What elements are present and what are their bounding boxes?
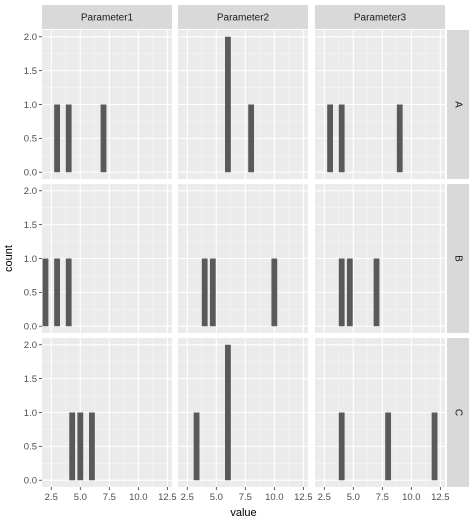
- x-tick-label: 5.0: [347, 492, 360, 503]
- histogram-bar: [271, 258, 278, 327]
- x-tick-label: 12.5: [431, 492, 450, 503]
- x-tick-label: 10.0: [265, 492, 284, 503]
- y-tick-label: 0.0: [24, 168, 37, 179]
- histogram-bar: [338, 412, 345, 481]
- histogram-bar: [65, 104, 72, 173]
- x-tick-label: 10.0: [129, 492, 148, 503]
- y-tick-label: 0.0: [24, 476, 37, 487]
- y-axis-title: count: [3, 245, 15, 272]
- y-tick-label: 2.0: [24, 186, 37, 197]
- histogram-bar: [209, 258, 216, 327]
- histogram-bar: [327, 104, 333, 173]
- y-tick-label: 1.5: [24, 220, 37, 231]
- column-strip-label: Parameter1: [81, 13, 134, 24]
- histogram-bar: [54, 104, 60, 173]
- histogram-bar: [385, 412, 392, 481]
- histogram-bar: [338, 258, 345, 327]
- y-tick-label: 1.0: [24, 100, 37, 111]
- y-tick-label: 2.0: [24, 340, 37, 351]
- histogram-bar: [396, 104, 403, 173]
- x-tick-label: 5.0: [210, 492, 223, 503]
- x-tick-label: 2.5: [318, 492, 331, 503]
- histogram-bar: [42, 258, 49, 327]
- y-tick-label: 0.5: [24, 288, 37, 299]
- x-tick-label: 12.5: [294, 492, 313, 503]
- column-strip: [315, 5, 445, 29]
- histogram-bar: [77, 412, 84, 481]
- x-tick-label: 7.5: [239, 492, 252, 503]
- x-tick-label: 2.5: [45, 492, 58, 503]
- histogram-bar: [201, 258, 208, 327]
- histogram-bar: [431, 412, 438, 481]
- column-strip-label: Parameter2: [217, 13, 270, 24]
- x-tick-label: 12.5: [158, 492, 177, 503]
- column-strip: [42, 5, 172, 29]
- histogram-bar: [54, 258, 60, 327]
- histogram-bar: [89, 412, 95, 481]
- x-tick-label: 7.5: [376, 492, 389, 503]
- histogram-bar: [225, 36, 231, 173]
- y-tick-label: 1.5: [24, 66, 37, 77]
- histogram-bar: [346, 258, 353, 327]
- histogram-bar: [193, 412, 200, 481]
- y-tick-label: 1.0: [24, 254, 37, 265]
- column-strip-label: Parameter3: [354, 13, 407, 24]
- histogram-bar: [248, 104, 255, 173]
- histogram-bar: [69, 412, 76, 481]
- row-strip-label: A: [452, 101, 463, 108]
- row-strip: [447, 30, 469, 179]
- y-tick-label: 0.5: [24, 442, 37, 453]
- y-tick-label: 1.5: [24, 374, 37, 385]
- row-strip-label: B: [452, 255, 463, 262]
- row-strip-label: C: [452, 409, 463, 416]
- column-strip: [178, 5, 308, 29]
- y-tick-label: 2.0: [24, 32, 37, 43]
- x-tick-label: 7.5: [103, 492, 116, 503]
- row-strip: [447, 338, 469, 487]
- x-tick-label: 5.0: [74, 492, 87, 503]
- histogram-bar: [65, 258, 72, 327]
- histogram-bar: [338, 104, 345, 173]
- histogram-bar: [225, 344, 231, 481]
- row-strip: [447, 184, 469, 333]
- y-tick-label: 0.0: [24, 322, 37, 333]
- histogram-bar: [373, 258, 380, 327]
- x-tick-label: 10.0: [402, 492, 421, 503]
- y-tick-label: 0.5: [24, 134, 37, 145]
- y-tick-label: 1.0: [24, 408, 37, 419]
- x-tick-label: 2.5: [181, 492, 194, 503]
- x-axis-title: value: [230, 507, 256, 519]
- histogram-bar: [100, 104, 107, 173]
